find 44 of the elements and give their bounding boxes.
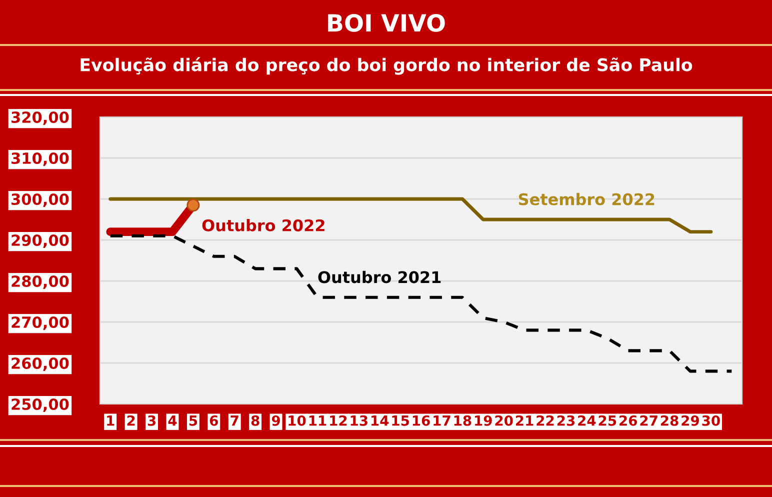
x-tick-label: 22: [536, 415, 554, 426]
x-tick-label: 29: [682, 415, 699, 426]
chart-subtitle: Evolução diária do preço do boi gordo no interior de São Paulo: [80, 57, 692, 75]
series-label: Setembro 2022: [518, 192, 654, 206]
x-tick-label: 3: [148, 415, 156, 426]
x-tick-label: 19: [475, 415, 492, 426]
x-tick-label: 11: [309, 416, 326, 426]
y-tick-label: 320,00: [12, 111, 69, 125]
x-tick-label: 30: [702, 415, 720, 426]
x-tick-label: 4: [168, 416, 177, 426]
x-tick-label: 5: [189, 416, 198, 426]
x-tick-label: 15: [392, 416, 409, 426]
y-tick-label: 270,00: [12, 316, 69, 330]
y-tick-label: 260,00: [12, 357, 69, 371]
y-tick-label: 280,00: [12, 275, 69, 289]
y-tick-label: 300,00: [12, 193, 69, 207]
x-tick-label: 2: [127, 415, 135, 426]
x-tick-label: 20: [495, 415, 513, 426]
x-tick-label: 13: [350, 415, 368, 426]
x-tick-label: 8: [251, 415, 260, 426]
x-tick-label: 27: [640, 415, 658, 426]
x-tick-label: 17: [434, 416, 450, 426]
x-tick-label: 6: [210, 415, 218, 426]
series-label: Outubro 2022: [202, 219, 324, 232]
x-tick-label: 16: [412, 415, 430, 426]
x-tick-label: 28: [660, 415, 678, 426]
y-tick-label: 290,00: [12, 234, 69, 248]
x-tick-label: 23: [557, 415, 575, 426]
chart-title: BOI VIVO: [328, 14, 445, 32]
x-tick-label: 14: [371, 416, 389, 426]
x-tick-label: 18: [454, 415, 472, 426]
x-tick-label: 24: [578, 415, 596, 426]
y-tick-label: 310,00: [12, 152, 69, 166]
line-series: [108, 234, 734, 373]
x-tick-label: 12: [330, 415, 347, 426]
x-tick-label: 10: [288, 415, 306, 426]
series-label: Outubro 2021: [318, 270, 441, 284]
x-tick-label: 25: [598, 415, 616, 426]
y-tick-label: 250,00: [12, 398, 69, 412]
x-tick-label: 9: [272, 415, 280, 426]
x-tick-label: 1: [107, 416, 114, 426]
x-tick-label: 26: [620, 415, 638, 426]
x-tick-label: 21: [516, 415, 534, 426]
x-tick-label: 7: [230, 416, 238, 426]
